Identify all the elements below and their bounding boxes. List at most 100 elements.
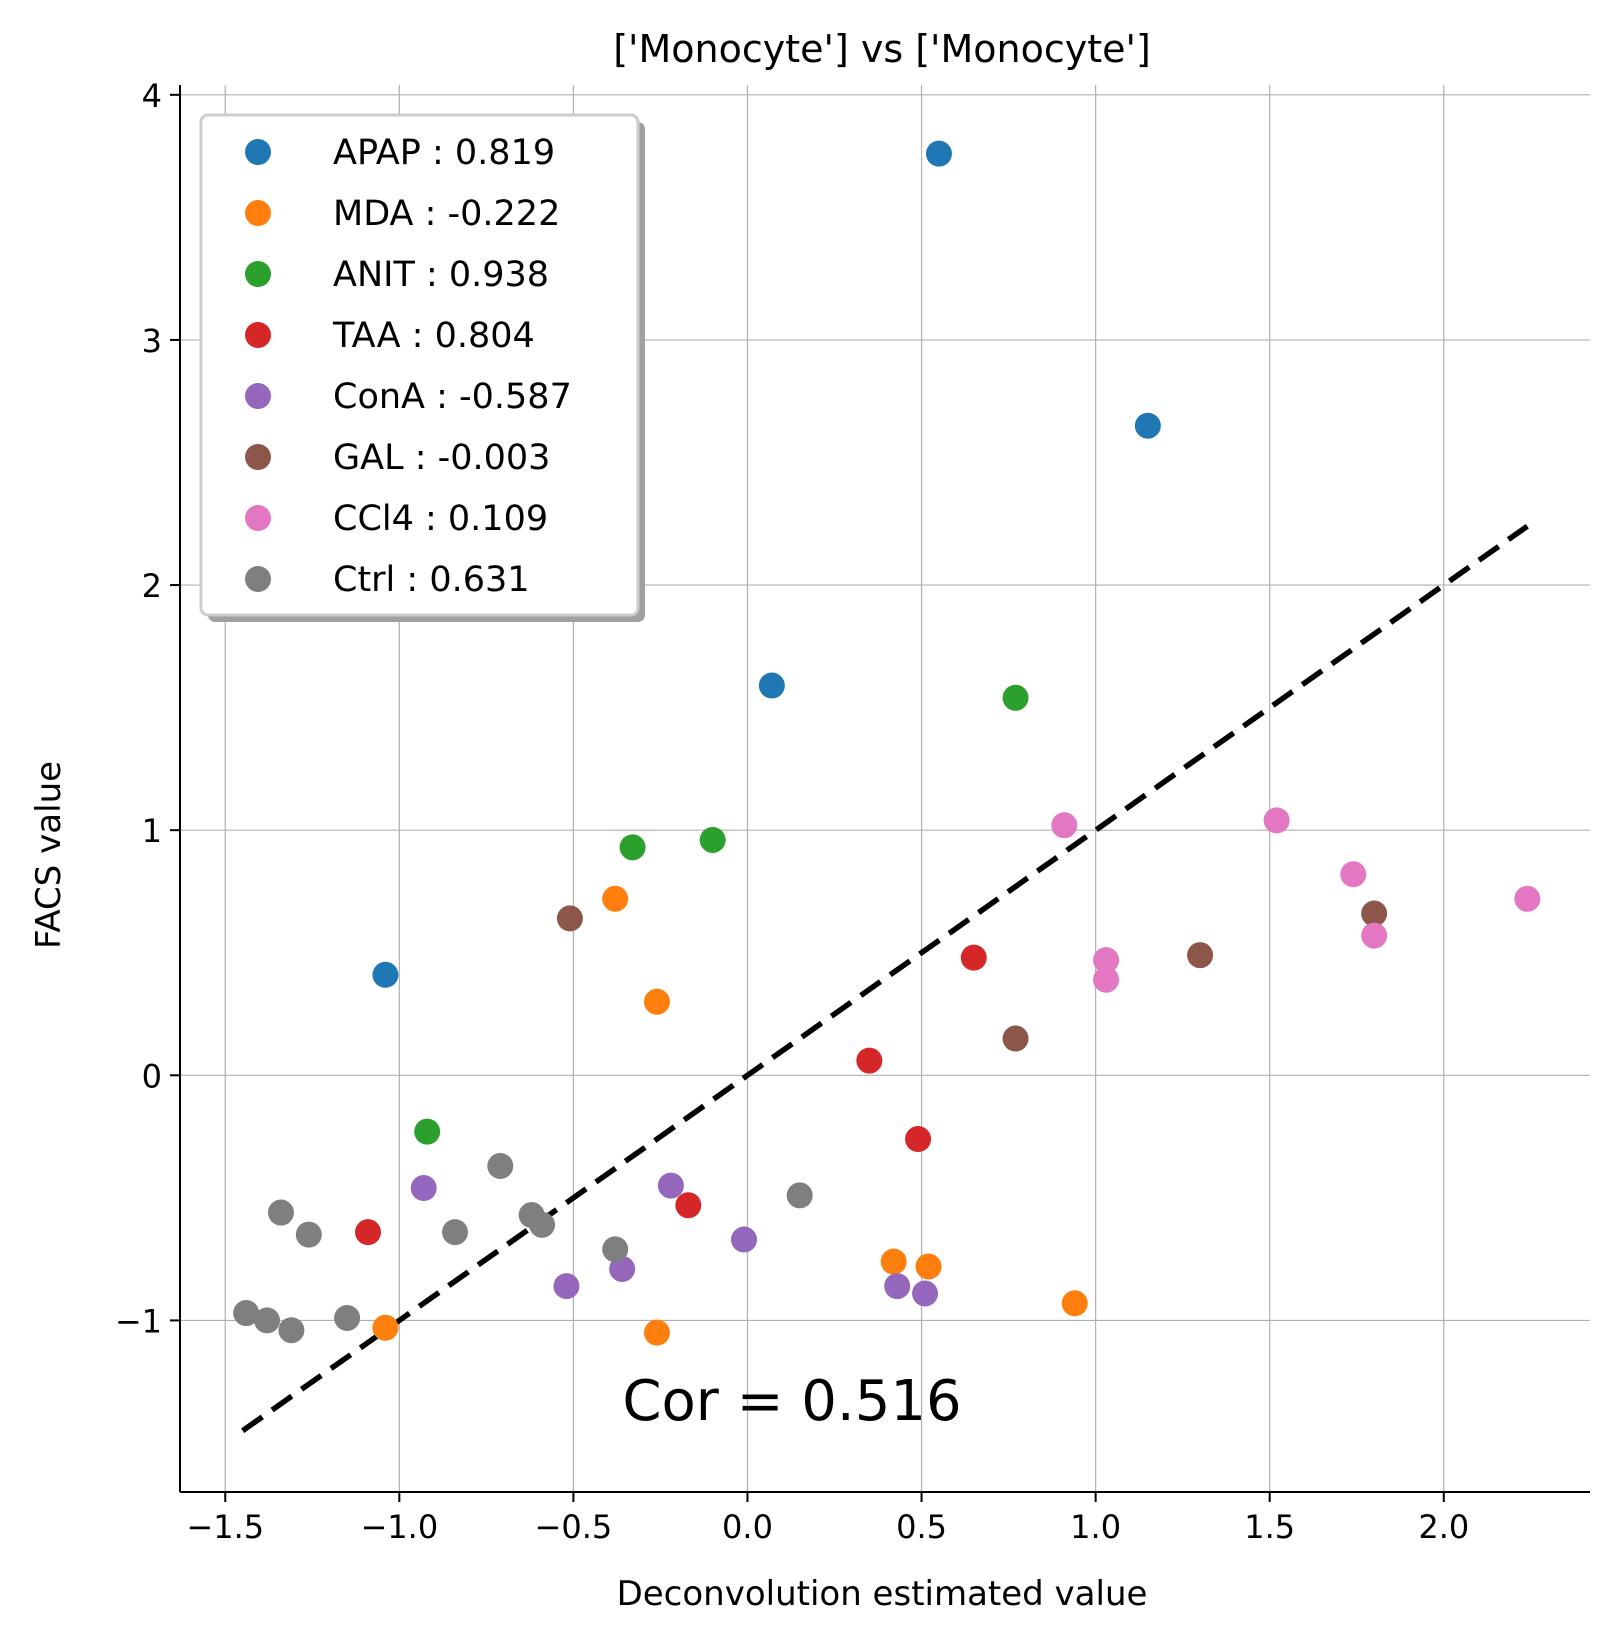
data-point bbox=[267, 1199, 294, 1226]
legend-label: ANIT : 0.938 bbox=[333, 255, 549, 295]
data-point bbox=[856, 1047, 883, 1074]
data-point bbox=[1002, 1025, 1029, 1052]
legend-marker bbox=[245, 383, 271, 409]
series-group bbox=[372, 885, 1088, 1346]
data-point bbox=[254, 1307, 281, 1334]
legend-marker bbox=[245, 139, 271, 165]
legend-marker bbox=[245, 322, 271, 348]
series-group bbox=[372, 140, 1161, 988]
x-tick-label: −0.5 bbox=[535, 1508, 613, 1546]
data-point bbox=[1134, 412, 1161, 439]
data-point bbox=[1340, 861, 1367, 888]
y-tick-label: 3 bbox=[142, 322, 162, 360]
series-group bbox=[414, 684, 1029, 1145]
x-tick-label: 0.0 bbox=[722, 1508, 773, 1546]
data-point bbox=[372, 1314, 399, 1341]
data-point bbox=[915, 1253, 942, 1280]
x-tick-label: −1.5 bbox=[186, 1508, 264, 1546]
data-point bbox=[602, 885, 629, 912]
data-point bbox=[410, 1175, 437, 1202]
data-point bbox=[334, 1304, 361, 1331]
data-point bbox=[1093, 947, 1120, 974]
y-tick-label: −1 bbox=[115, 1302, 162, 1340]
legend-label: TAA : 0.804 bbox=[332, 316, 535, 356]
data-point bbox=[529, 1211, 556, 1238]
x-tick-label: 1.5 bbox=[1244, 1508, 1295, 1546]
legend: APAP : 0.819 MDA : -0.222 ANIT : 0.938 TAA … bbox=[199, 113, 645, 622]
legend-marker bbox=[245, 261, 271, 287]
legend-label: ConA : -0.587 bbox=[333, 377, 572, 417]
identity-line bbox=[241, 523, 1529, 1433]
data-point bbox=[1514, 885, 1541, 912]
y-tick-label: 1 bbox=[142, 812, 162, 850]
data-point bbox=[487, 1152, 514, 1179]
series-group bbox=[355, 944, 987, 1246]
data-point bbox=[1361, 922, 1388, 949]
data-point bbox=[731, 1226, 757, 1253]
legend-marker bbox=[245, 444, 271, 470]
legend-marker bbox=[245, 505, 271, 531]
series-group bbox=[556, 900, 1388, 1052]
data-point bbox=[609, 1255, 636, 1282]
legend-marker bbox=[245, 566, 271, 592]
data-point bbox=[884, 1273, 911, 1300]
data-point bbox=[1093, 966, 1120, 993]
y-tick-label: 2 bbox=[142, 567, 162, 605]
data-point bbox=[960, 944, 987, 971]
data-point bbox=[295, 1221, 322, 1248]
y-axis-ticks: −1 0 1 2 3 4 bbox=[115, 77, 180, 1340]
data-point bbox=[1051, 812, 1078, 839]
series-group bbox=[233, 1152, 813, 1344]
legend-label: CCl4 : 0.109 bbox=[333, 499, 548, 539]
data-point bbox=[1361, 900, 1388, 927]
data-point bbox=[414, 1118, 441, 1145]
data-point bbox=[1002, 684, 1029, 711]
x-tick-label: 2.0 bbox=[1418, 1508, 1469, 1546]
data-point bbox=[278, 1317, 305, 1344]
legend-label: Ctrl : 0.631 bbox=[333, 560, 530, 600]
y-tick-label: 0 bbox=[142, 1057, 162, 1095]
data-point bbox=[556, 905, 583, 932]
data-point bbox=[619, 834, 646, 861]
data-point bbox=[1263, 807, 1290, 834]
chart-title: ['Monocyte'] vs ['Monocyte'] bbox=[613, 27, 1151, 71]
data-point bbox=[657, 1172, 684, 1199]
data-point bbox=[643, 1319, 670, 1346]
data-point bbox=[233, 1300, 260, 1327]
x-axis-label: Deconvolution estimated value bbox=[617, 1574, 1148, 1614]
data-point bbox=[442, 1219, 469, 1246]
legend-label: MDA : -0.222 bbox=[333, 194, 560, 234]
x-tick-label: 0.5 bbox=[896, 1508, 947, 1546]
x-tick-label: 1.0 bbox=[1070, 1508, 1121, 1546]
y-axis-label: FACS value bbox=[29, 761, 69, 949]
legend-label: GAL : -0.003 bbox=[333, 438, 550, 478]
data-point bbox=[786, 1182, 813, 1209]
data-point bbox=[553, 1273, 580, 1300]
legend-label: APAP : 0.819 bbox=[333, 133, 555, 173]
data-point bbox=[925, 140, 952, 167]
data-point bbox=[675, 1192, 702, 1219]
data-point bbox=[699, 826, 726, 853]
correlation-annotation: Cor = 0.516 bbox=[622, 1369, 961, 1434]
legend-marker bbox=[245, 200, 271, 226]
data-point bbox=[1061, 1290, 1088, 1317]
data-point bbox=[880, 1248, 907, 1275]
x-tick-label: −1.0 bbox=[360, 1508, 438, 1546]
y-tick-label: 4 bbox=[142, 77, 162, 115]
legend-items: APAP : 0.819 MDA : -0.222 ANIT : 0.938 TAA … bbox=[245, 133, 572, 600]
x-axis-ticks: −1.5 −1.0 −0.5 0.0 0.5 1.0 1.5 2.0 bbox=[186, 1492, 1469, 1546]
diagonal-reference-line bbox=[241, 523, 1529, 1433]
series-group bbox=[1051, 807, 1541, 993]
data-point bbox=[758, 672, 785, 699]
data-point bbox=[355, 1219, 381, 1246]
data-points bbox=[233, 140, 1541, 1346]
series-group bbox=[410, 1172, 939, 1307]
data-point bbox=[643, 988, 670, 1015]
data-point bbox=[905, 1126, 932, 1153]
data-point bbox=[1187, 942, 1214, 969]
data-point bbox=[912, 1280, 939, 1307]
data-point bbox=[602, 1236, 629, 1263]
legend-frame bbox=[199, 113, 640, 617]
data-point bbox=[372, 961, 399, 988]
